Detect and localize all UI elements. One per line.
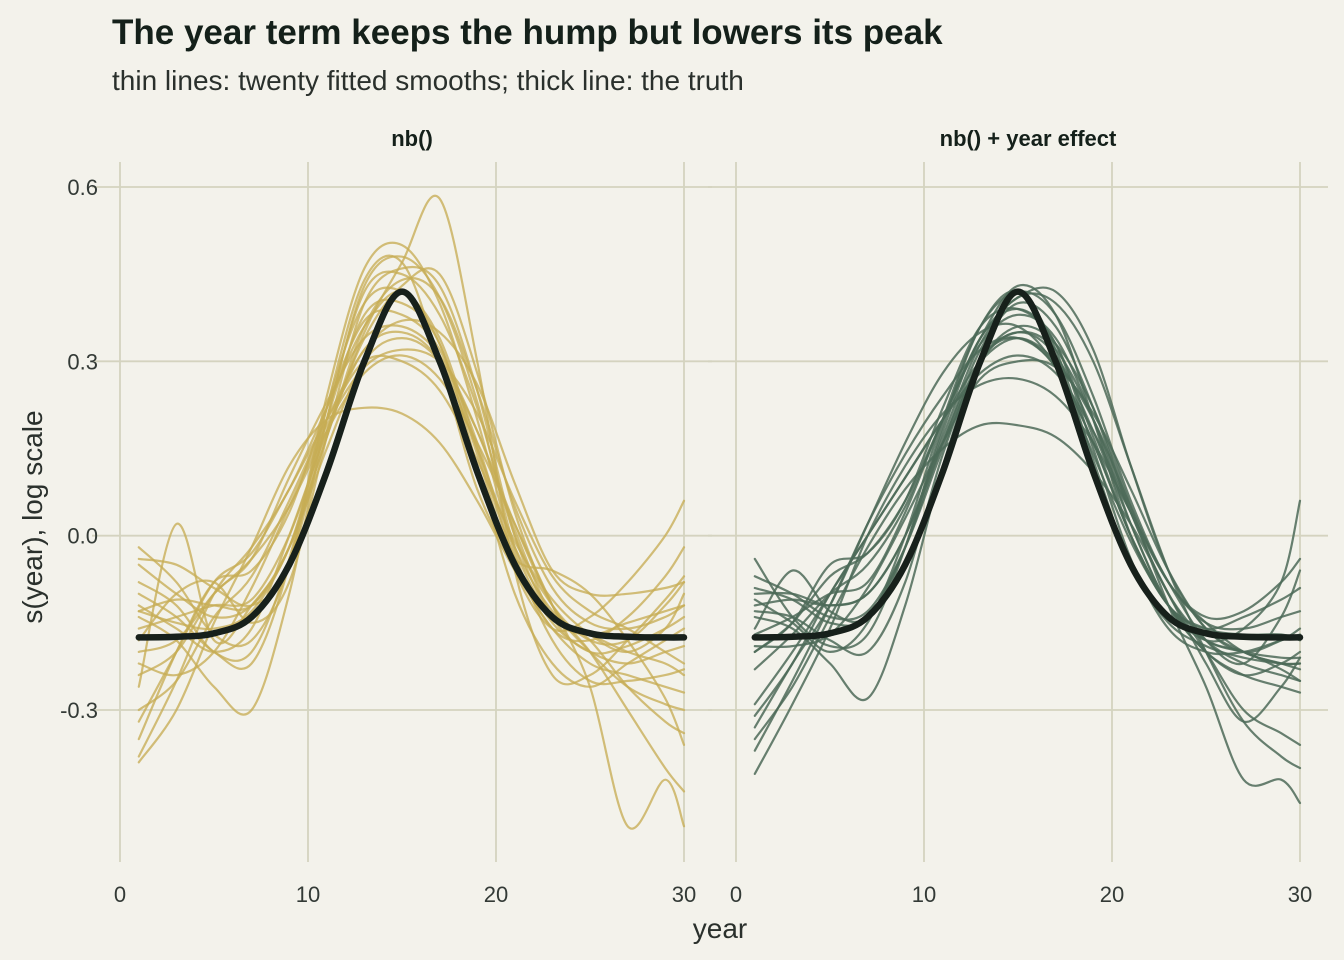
fitted-smooth-line [753,354,1302,717]
x-tick-label: 20 [1100,882,1124,907]
fitted-smooth-line [753,283,1302,653]
x-tick-label: 0 [730,882,742,907]
panel-nb-year-effect: nb() + year effect 0 10 20 30 [708,126,1328,907]
fitted-smooth-line [753,376,1302,775]
fitted-smooths [137,194,686,830]
fitted-smooth-line [137,241,686,686]
y-tick-label: 0.0 [67,524,98,549]
y-tick-label: 0.6 [67,175,98,200]
fitted-smooth-line [753,292,1302,770]
fitted-smooth-line [753,301,1302,746]
x-tick-label: 0 [114,882,126,907]
fitted-smooths [753,283,1302,805]
fitted-smooth-line [753,331,1302,643]
fitted-smooth-line [137,254,686,746]
grid [708,162,1328,862]
truth-line [751,288,1304,641]
y-tick-label: -0.3 [60,698,98,723]
x-tick-label: 30 [672,882,696,907]
panel-strip-label: nb() + year effect [940,126,1117,151]
fitted-smooth-line [753,324,1302,805]
fitted-smooth-line [137,354,686,723]
x-tick-label: 10 [912,882,936,907]
grid [92,162,712,862]
panel-strip-label: nb() [391,126,433,151]
fitted-smooth-line [137,276,686,631]
x-tick-label: 10 [296,882,320,907]
fitted-smooth-line [753,336,1302,702]
fitted-smooth-line [137,298,686,688]
fitted-smooth-line [137,270,686,716]
fitted-smooth-line [137,330,686,735]
x-tick-label: 30 [1288,882,1312,907]
y-tick-label: 0.3 [67,349,98,374]
fitted-smooth-line [137,309,686,741]
fitted-smooth-line [137,337,686,793]
fitted-smooth-line [137,324,686,677]
y-axis-title: s(year), log scale [17,410,48,623]
chart-title: The year term keeps the hump but lowers … [112,13,943,52]
fitted-smooth-line [137,194,686,686]
fitted-smooth-line [753,289,1302,666]
fitted-smooth-line [753,307,1302,656]
panel-nb: nb() 0 10 20 30 -0.3 0.0 0.3 0.6 [60,126,712,907]
fitted-smooth-line [753,322,1302,729]
truth-line [135,288,688,641]
x-axis-title: year [693,913,747,944]
chart-subtitle: thin lines: twenty fitted smooths; thick… [112,65,744,96]
fitted-smooth-line [753,330,1302,682]
x-tick-label: 20 [484,882,508,907]
